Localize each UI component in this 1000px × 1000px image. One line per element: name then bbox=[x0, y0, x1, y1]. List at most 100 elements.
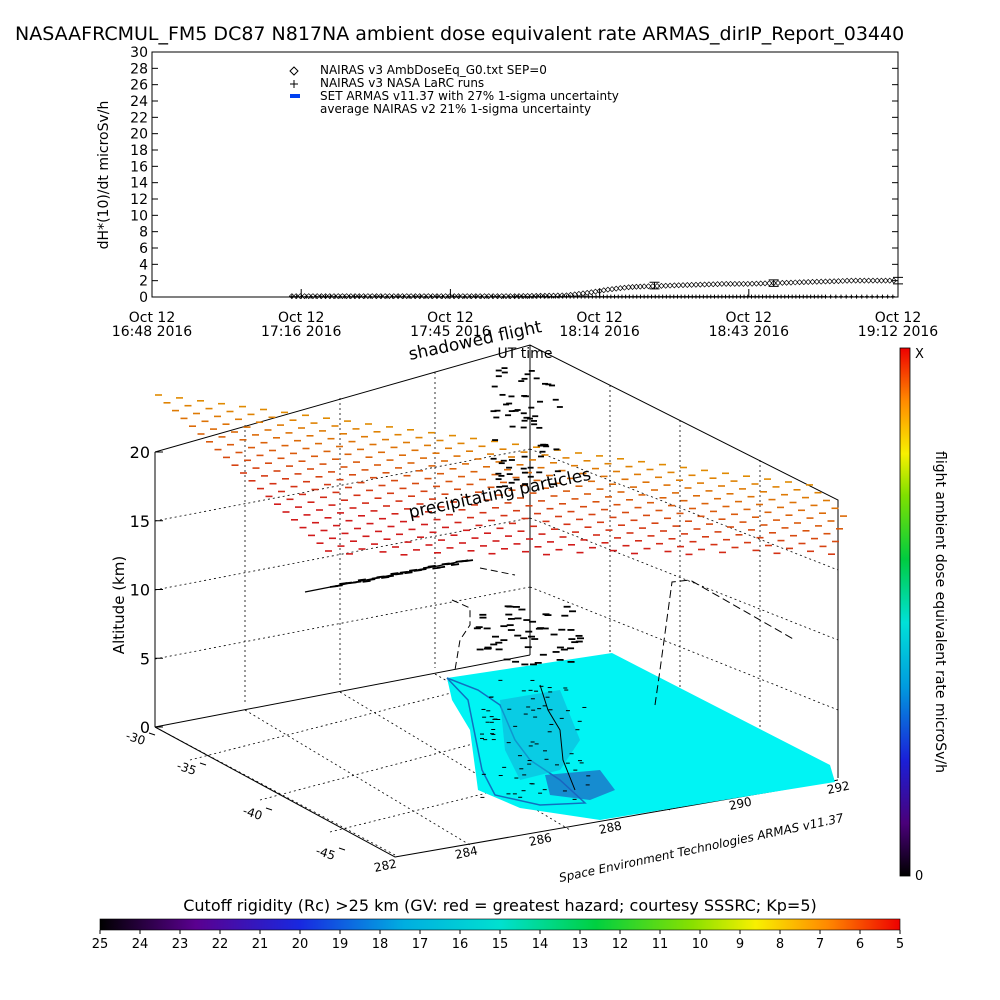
colorbar-gradient bbox=[899, 347, 911, 877]
nairas-point bbox=[309, 293, 316, 300]
larc-point bbox=[738, 294, 743, 299]
nairas-point bbox=[714, 281, 721, 288]
nairas-point bbox=[662, 282, 669, 289]
y-tick-label: 28 bbox=[130, 61, 148, 77]
dose-marker bbox=[353, 580, 362, 584]
larc-point bbox=[664, 294, 669, 299]
error-bar bbox=[768, 279, 779, 287]
larc-point bbox=[631, 294, 636, 299]
nairas-point bbox=[844, 277, 851, 284]
nairas-point bbox=[451, 293, 458, 300]
larc-point bbox=[605, 294, 610, 299]
larc-point bbox=[623, 294, 628, 299]
nairas-point bbox=[438, 293, 445, 300]
legend-label: NAIRAS v3 NASA LaRC runs bbox=[320, 76, 484, 90]
larc-point bbox=[782, 294, 787, 299]
legend-item: average NAIRAS v2 21% 1-sigma uncertaint… bbox=[320, 102, 591, 116]
larc-point bbox=[473, 294, 478, 299]
nairas-point bbox=[865, 277, 872, 284]
y-tick-label: 22 bbox=[130, 110, 148, 126]
nairas-point bbox=[326, 293, 333, 300]
y-tick-label: 6 bbox=[139, 241, 148, 257]
flight-shadow-line bbox=[654, 579, 796, 706]
nairas-point bbox=[779, 279, 786, 286]
larc-point bbox=[627, 294, 632, 299]
larc-point bbox=[719, 294, 724, 299]
longitude-tick-label: 288 bbox=[598, 818, 623, 836]
nairas-point bbox=[314, 293, 321, 300]
rigidity-tick-label: 22 bbox=[212, 937, 229, 952]
nairas-point bbox=[477, 293, 484, 300]
nairas-point bbox=[882, 277, 889, 284]
larc-point bbox=[512, 294, 517, 299]
nairas-point bbox=[826, 278, 833, 285]
nairas-point bbox=[301, 293, 308, 300]
larc-point bbox=[749, 294, 754, 299]
latitude-tick-label: -30 bbox=[124, 729, 147, 748]
three-d-plot: shadowed flight precipitating particles … bbox=[110, 317, 851, 885]
rigidity-title: Cutoff rigidity (Rc) >25 km (GV: red = g… bbox=[183, 896, 817, 915]
nairas-point bbox=[322, 293, 329, 300]
rigidity-tick-label: 23 bbox=[172, 937, 189, 952]
rigidity-tick-label: 5 bbox=[896, 937, 904, 952]
nairas-point bbox=[459, 293, 466, 300]
larc-point bbox=[790, 294, 795, 299]
larc-point bbox=[597, 294, 602, 299]
nairas-point bbox=[749, 280, 756, 287]
latitude-tick bbox=[148, 732, 156, 736]
nairas-point bbox=[455, 293, 462, 300]
nairas-point bbox=[762, 280, 769, 287]
dose-marker bbox=[376, 575, 385, 579]
nairas-point bbox=[446, 293, 453, 300]
larc-point bbox=[864, 294, 869, 299]
x-tick-label: Oct 12 bbox=[427, 310, 473, 326]
altitude-tick-label: 0 bbox=[140, 718, 150, 737]
nairas-point bbox=[330, 293, 337, 300]
rigidity-tick-label: 9 bbox=[736, 937, 744, 952]
nairas-point bbox=[796, 279, 803, 286]
nairas-point bbox=[848, 277, 855, 284]
larc-point bbox=[560, 294, 565, 299]
larc-point bbox=[880, 294, 885, 299]
nairas-point bbox=[420, 293, 427, 300]
land-region bbox=[500, 690, 580, 780]
larc-point bbox=[690, 294, 695, 299]
y-tick-label: 18 bbox=[130, 143, 148, 159]
larc-point bbox=[649, 294, 654, 299]
longitude-tick-label: 292 bbox=[826, 778, 851, 796]
latitude-tick bbox=[199, 762, 207, 766]
nairas-point bbox=[697, 281, 704, 288]
larc-point bbox=[645, 294, 650, 299]
nairas-point bbox=[550, 292, 557, 299]
x-tick-label: Oct 12 bbox=[129, 310, 175, 326]
rigidity-scale: Cutoff rigidity (Rc) >25 km (GV: red = g… bbox=[92, 896, 904, 952]
altitude-axis: 0 5 10 15 20 bbox=[130, 443, 163, 737]
flight-shadow-line bbox=[479, 567, 516, 576]
nairas-point bbox=[592, 288, 599, 295]
latitude-axis: -30 -35 -40 -45 bbox=[124, 729, 346, 863]
rigidity-tick-label: 18 bbox=[372, 937, 389, 952]
flight-dose-markers bbox=[329, 367, 591, 800]
nairas-point bbox=[369, 293, 376, 300]
nairas-point bbox=[878, 277, 885, 284]
larc-point bbox=[712, 294, 717, 299]
larc-point bbox=[808, 294, 813, 299]
rigidity-tick-label: 13 bbox=[572, 937, 589, 952]
y-tick-label: 26 bbox=[130, 78, 148, 94]
nairas-point bbox=[335, 293, 342, 300]
nairas-point bbox=[343, 293, 350, 300]
nairas-point bbox=[740, 280, 747, 287]
larc-point bbox=[668, 294, 673, 299]
nairas-point bbox=[818, 278, 825, 285]
larc-point bbox=[844, 294, 849, 299]
nairas-point bbox=[386, 293, 393, 300]
nairas-point bbox=[886, 277, 893, 284]
x-tick-label: 16:48 2016 bbox=[112, 324, 193, 340]
larc-point bbox=[653, 294, 658, 299]
y-tick-label: 12 bbox=[130, 192, 148, 208]
larc-point bbox=[357, 294, 362, 299]
larc-point bbox=[764, 294, 769, 299]
larc-point bbox=[616, 294, 621, 299]
legend-label: average NAIRAS v2 21% 1-sigma uncertaint… bbox=[320, 102, 591, 116]
